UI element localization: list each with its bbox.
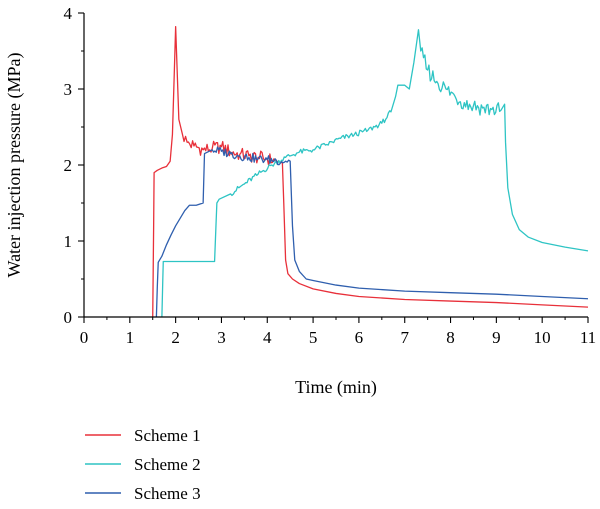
x-tick-label: 4 [263,328,272,347]
legend-label-1: Scheme 1 [134,426,201,445]
series-line-1 [152,26,589,318]
legend-label-2: Scheme 2 [134,455,201,474]
x-tick-label: 7 [400,328,409,347]
y-tick-label: 0 [64,308,73,327]
y-tick-label: 4 [64,4,73,23]
y-axis-title: Water injection pressure (MPa) [4,53,25,278]
x-tick-label: 0 [80,328,89,347]
plot-lines [152,26,589,318]
series-line-3 [155,146,589,318]
legend-label-3: Scheme 3 [134,484,201,503]
y-tick-label: 2 [64,156,73,175]
axes: 0 1 2 3 4 5 6 7 8 9 10 11 0 1 2 3 4 [64,4,597,347]
x-tick-label: 10 [534,328,551,347]
x-axis-title: Time (min) [295,377,377,398]
legend: Scheme 1 Scheme 2 Scheme 3 [85,426,201,503]
x-tick-label: 8 [446,328,455,347]
y-tick-label: 1 [64,232,73,251]
x-tick-label: 11 [580,328,596,347]
x-tick-label: 2 [171,328,180,347]
x-tick-label: 9 [492,328,501,347]
x-tick-label: 5 [309,328,318,347]
x-tick-label: 3 [217,328,226,347]
series-line-2 [161,29,589,318]
x-tick-label: 6 [355,328,364,347]
x-tick-label: 1 [126,328,135,347]
y-tick-label: 3 [64,80,73,99]
